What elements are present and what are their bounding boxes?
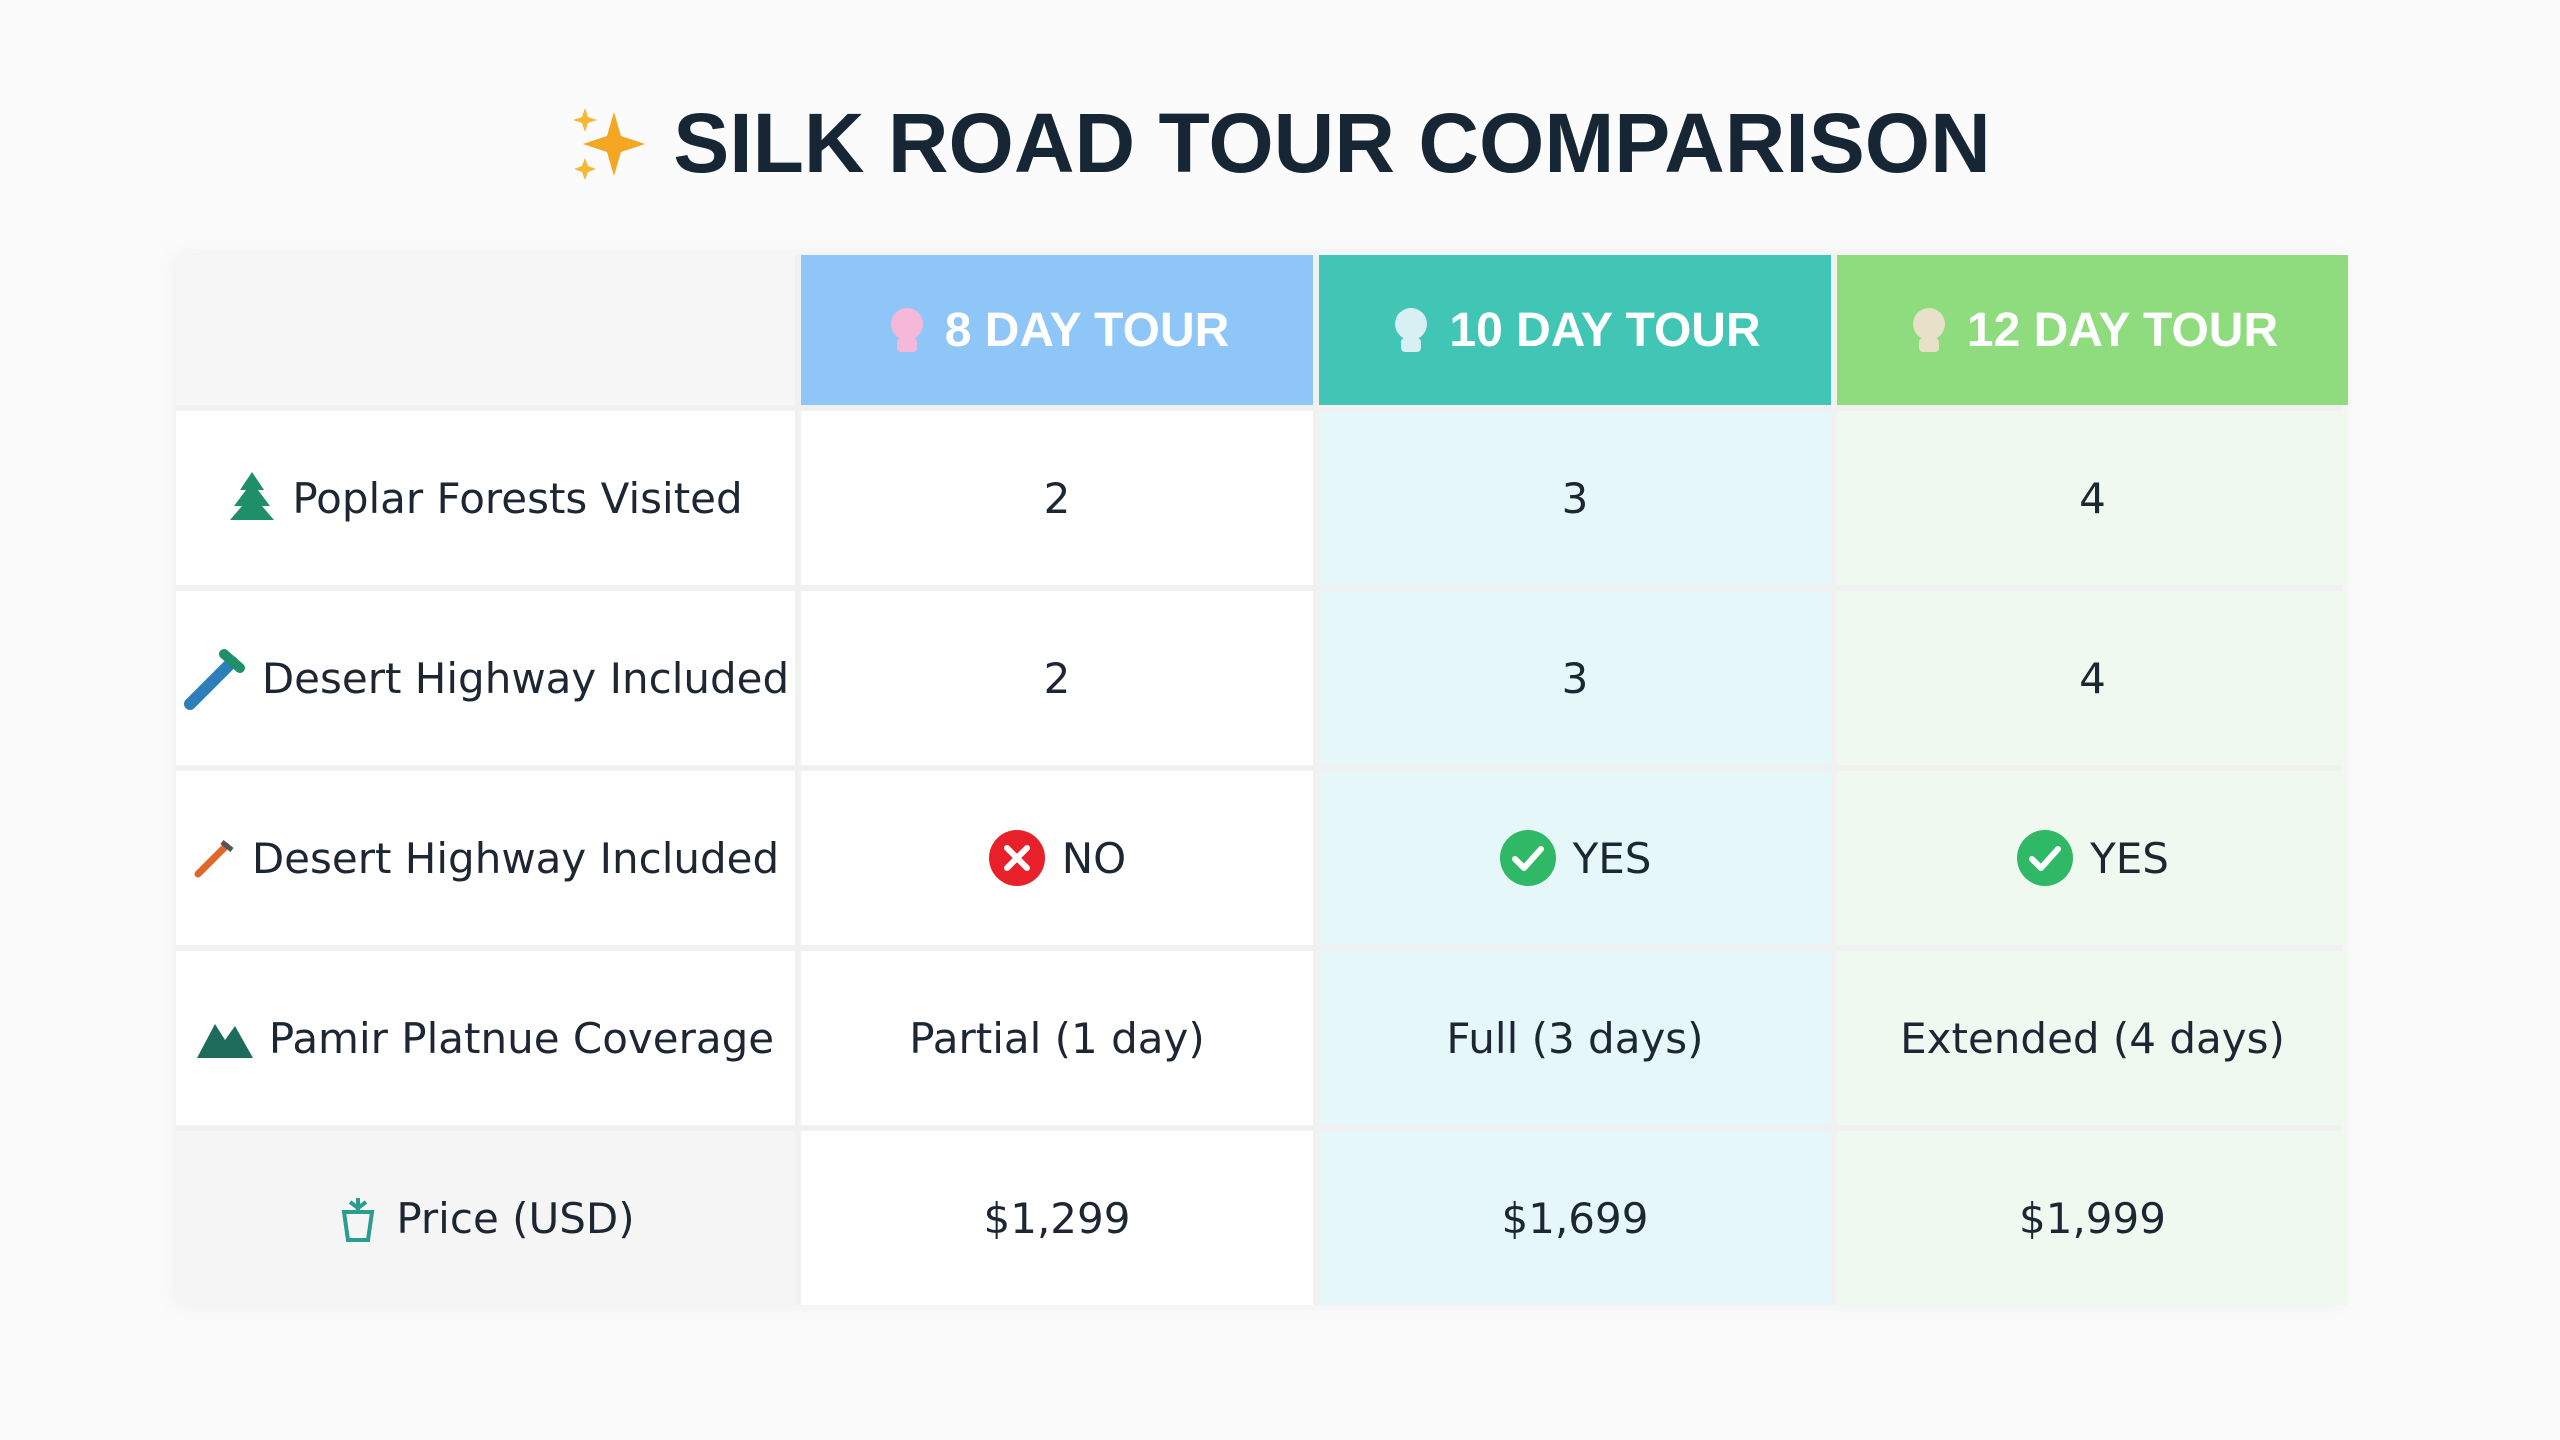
road-icon [183, 649, 245, 710]
row-label-text: Desert Highway Included [251, 833, 780, 883]
row-label-text: Desert Highway Included [261, 653, 790, 703]
table-cell: Partial (1 day) [801, 951, 1313, 1125]
table-cell: 4 [1837, 411, 2348, 585]
column-header-text: 10 DAY TOUR [1449, 303, 1761, 357]
row-label-text: Poplar Forests Visited [292, 473, 743, 523]
row-label-text: Price (USD) [396, 1193, 635, 1243]
column-header-text: 12 DAY TOUR [1966, 303, 2279, 357]
table-cell: Extended (4 days) [1837, 951, 2348, 1125]
header-icon [890, 308, 923, 352]
column-header: 12 DAY TOUR [1837, 255, 2348, 405]
row-label-text: Pamir Platnue Coverage [268, 1013, 775, 1063]
table-cell: 2 [801, 411, 1313, 585]
yes-icon [1499, 830, 1556, 886]
header-icon [1395, 308, 1428, 352]
cell-text: NO [1061, 833, 1127, 883]
cell-text: YES [2090, 833, 2169, 883]
mountain-icon [196, 1024, 253, 1058]
table-cell: 4 [1837, 591, 2348, 765]
row-label: Pamir Platnue Coverage [176, 951, 795, 1125]
no-icon [988, 830, 1045, 886]
table-cell: NO [801, 771, 1313, 945]
tree-icon [230, 472, 275, 520]
yes-icon [2017, 830, 2074, 886]
row-label: Poplar Forests Visited [176, 411, 795, 585]
column-header-text: 8 DAY TOUR [944, 303, 1230, 357]
table-cell: 2 [801, 591, 1313, 765]
table-cell: 3 [1319, 411, 1831, 585]
table-cell: 3 [1319, 591, 1831, 765]
sparkle-icon [573, 107, 646, 180]
table-cell: YES [1319, 771, 1831, 945]
price-icon [342, 1198, 375, 1242]
column-header: 8 DAY TOUR [801, 255, 1313, 405]
table-cell: YES [1837, 771, 2348, 945]
row-label: Desert Highway Included [176, 591, 795, 765]
row-label: Price (USD) [176, 1131, 795, 1305]
row-label: Desert Highway Included [176, 771, 795, 945]
column-header: 10 DAY TOUR [1319, 255, 1831, 405]
road-icon [194, 840, 234, 878]
title-bar: SILK ROAD TOUR COMPARISON [0, 95, 2560, 192]
corner-cell [176, 255, 795, 405]
header-icon [1912, 308, 1945, 352]
cell-text: YES [1572, 833, 1652, 883]
page-title: SILK ROAD TOUR COMPARISON [673, 96, 1991, 190]
table-cell: $1,299 [801, 1131, 1313, 1305]
table-cell: $1,699 [1319, 1131, 1831, 1305]
comparison-table: 8 DAY TOUR 10 DAY TOUR 12 DAY TOUR Popla… [176, 255, 2348, 1305]
table-cell: $1,999 [1837, 1131, 2348, 1305]
table-cell: Full (3 days) [1319, 951, 1831, 1125]
